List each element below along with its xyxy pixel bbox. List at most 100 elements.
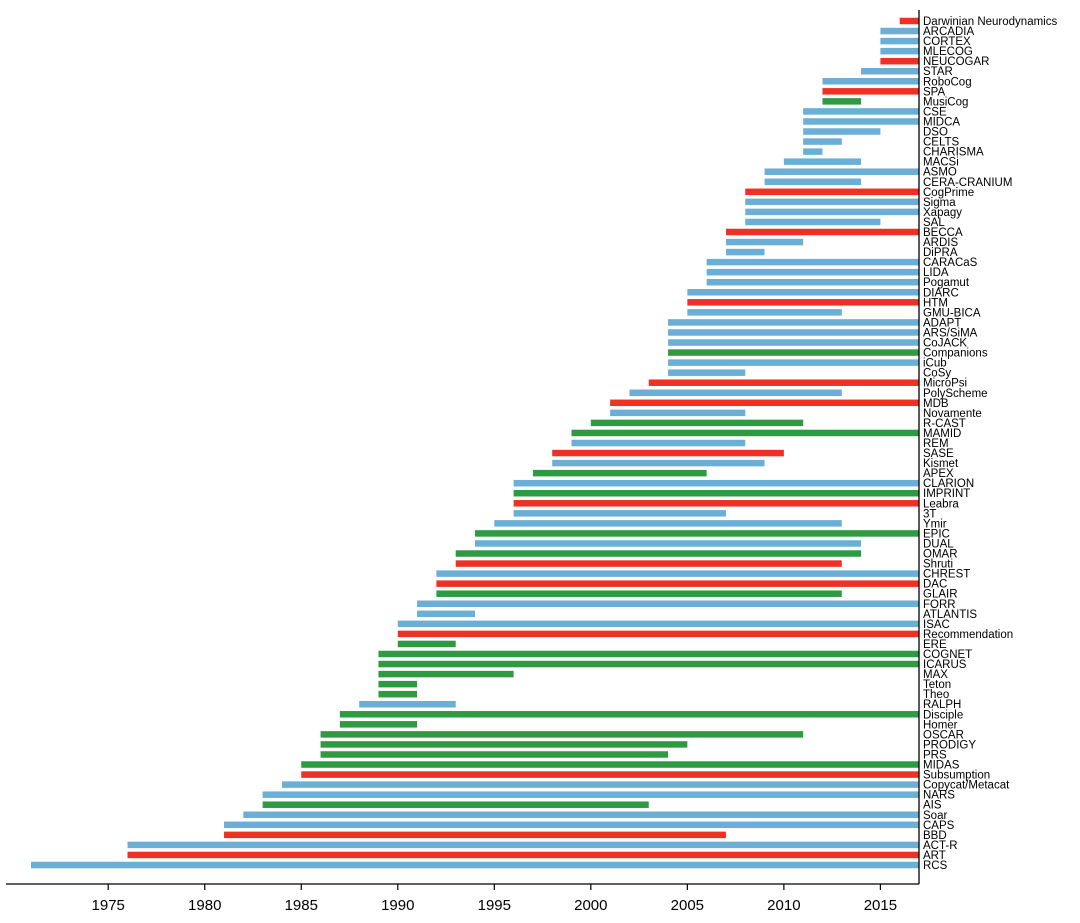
bar-chrest bbox=[436, 570, 919, 577]
bar-shruti bbox=[455, 560, 842, 567]
bar-bbd bbox=[224, 831, 726, 839]
bar-label-diarc: DIARC bbox=[923, 287, 959, 299]
bar-label-sal: SAL bbox=[923, 217, 945, 229]
bar-label-cosy: CoSy bbox=[923, 368, 951, 380]
bar-homer bbox=[339, 721, 418, 728]
bar-diarc bbox=[687, 289, 919, 296]
bar-label-polyscheme: PolyScheme bbox=[923, 388, 988, 400]
bar-label-darwinian-neurodynamics: Darwinian Neurodynamics bbox=[923, 16, 1057, 28]
bar-forr bbox=[417, 600, 919, 608]
bar-label-cortex: CORTEX bbox=[923, 36, 971, 48]
bar-epic bbox=[475, 530, 919, 537]
bar-label-icarus: ICARUS bbox=[923, 659, 967, 671]
bar-rem bbox=[571, 439, 746, 447]
bar-caracas bbox=[706, 258, 919, 266]
bar-label-becca: BECCA bbox=[923, 227, 963, 239]
bar-label-dual: DUAL bbox=[923, 538, 954, 550]
bar-recommendation bbox=[397, 630, 920, 638]
bar-icarus bbox=[378, 660, 919, 668]
bar-label-charisma: CHARISMA bbox=[923, 147, 984, 159]
bar-3t bbox=[513, 510, 726, 517]
bar-label-mlecog: MLECOG bbox=[923, 46, 973, 58]
bar-subsumption bbox=[301, 771, 919, 778]
bar-ymir bbox=[494, 520, 842, 527]
bar-arcadia bbox=[880, 27, 919, 35]
labels-layer: Darwinian NeurodynamicsARCADIACORTEXMLEC… bbox=[923, 16, 1057, 872]
bar-label-3t: 3T bbox=[923, 508, 936, 520]
bar-label-prodigy: PRODIGY bbox=[923, 739, 976, 751]
bar-isac bbox=[397, 620, 920, 628]
bar-label-mamid: MAMID bbox=[923, 428, 961, 440]
bar-label-isac: ISAC bbox=[923, 619, 950, 631]
bar-charisma bbox=[803, 148, 823, 155]
bar-label-cse: CSE bbox=[923, 106, 947, 118]
bar-micropsi bbox=[648, 379, 919, 386]
bar-prodigy bbox=[320, 741, 688, 748]
bar-label-soar: Soar bbox=[923, 810, 947, 822]
bar-macsi bbox=[783, 158, 862, 165]
bar-label-epic: EPIC bbox=[923, 528, 950, 540]
bar-label-omar: OMAR bbox=[923, 549, 958, 561]
bar-label-htm: HTM bbox=[923, 297, 948, 309]
bar-icub bbox=[668, 359, 919, 366]
bar-omar bbox=[455, 550, 862, 557]
bar-ardis bbox=[725, 238, 804, 246]
bar-star bbox=[861, 67, 919, 75]
x-tick-label-1990: 1990 bbox=[381, 897, 414, 914]
x-tick-label-2015: 2015 bbox=[864, 897, 897, 914]
bar-label-dso: DSO bbox=[923, 127, 948, 139]
x-tick-label-2005: 2005 bbox=[671, 897, 704, 914]
bar-label-imprint: IMPRINT bbox=[923, 488, 970, 500]
bar-label-companions: Companions bbox=[923, 348, 988, 360]
bar-label-arcadia: ARCADIA bbox=[923, 26, 974, 38]
bar-label-ardis: ARDIS bbox=[923, 237, 958, 249]
bar-label-leabra: Leabra bbox=[923, 498, 959, 510]
bar-mdb bbox=[610, 399, 919, 407]
bar-darwinian-neurodynamics bbox=[899, 17, 919, 25]
bar-dac bbox=[436, 580, 919, 587]
bar-neucogar bbox=[880, 57, 919, 65]
bar-clarion bbox=[513, 479, 919, 487]
x-tick-label-2000: 2000 bbox=[574, 897, 607, 914]
bar-label-r-cast: R-CAST bbox=[923, 418, 966, 430]
bar-label-caracas: CARACaS bbox=[923, 257, 978, 269]
bar-ars-sima bbox=[668, 329, 919, 336]
bar-adapt bbox=[668, 319, 919, 326]
bar-label-cognet: COGNET bbox=[923, 649, 972, 661]
bar-label-spa: SPA bbox=[923, 86, 945, 98]
bar-label-clarion: CLARION bbox=[923, 478, 974, 490]
bar-becca bbox=[725, 228, 919, 236]
bar-label-musicog: MusiCog bbox=[923, 96, 968, 108]
bar-label-icub: iCub bbox=[923, 358, 947, 370]
bar-label-prs: PRS bbox=[923, 749, 947, 761]
bar-label-ars-sima: ARS/SiMA bbox=[923, 327, 978, 339]
bar-label-forr: FORR bbox=[923, 599, 956, 611]
bar-gmu-bica bbox=[687, 309, 842, 316]
bar-label-xapagy: Xapagy bbox=[923, 207, 962, 219]
bar-label-art: ART bbox=[923, 850, 946, 862]
bar-label-mdb: MDB bbox=[923, 398, 949, 410]
bar-htm bbox=[687, 299, 919, 306]
bar-label-sigma: Sigma bbox=[923, 197, 956, 209]
bar-celts bbox=[803, 138, 842, 145]
bar-label-novamente: Novamente bbox=[923, 408, 982, 420]
bar-lida bbox=[706, 268, 919, 276]
bar-label-nars: NARS bbox=[923, 790, 955, 802]
bar-act-r bbox=[127, 841, 920, 849]
bar-label-oscar: OSCAR bbox=[923, 729, 964, 741]
bar-dso bbox=[803, 128, 881, 135]
bar-label-glair: GLAIR bbox=[923, 589, 958, 601]
bar-ralph bbox=[359, 700, 456, 708]
bar-cojack bbox=[668, 339, 919, 346]
bar-label-lida: LIDA bbox=[923, 267, 949, 279]
bar-nars bbox=[262, 791, 919, 798]
bar-label-micropsi: MicroPsi bbox=[923, 378, 967, 390]
bar-label-celts: CELTS bbox=[923, 137, 960, 149]
bar-label-teton: Teton bbox=[923, 679, 951, 691]
bar-max bbox=[378, 670, 514, 678]
bar-cortex bbox=[880, 37, 919, 45]
bar-cosy bbox=[668, 369, 746, 376]
bar-cogprime bbox=[745, 188, 919, 196]
bar-cera-cranium bbox=[764, 178, 862, 186]
bar-label-ralph: RALPH bbox=[923, 699, 961, 711]
